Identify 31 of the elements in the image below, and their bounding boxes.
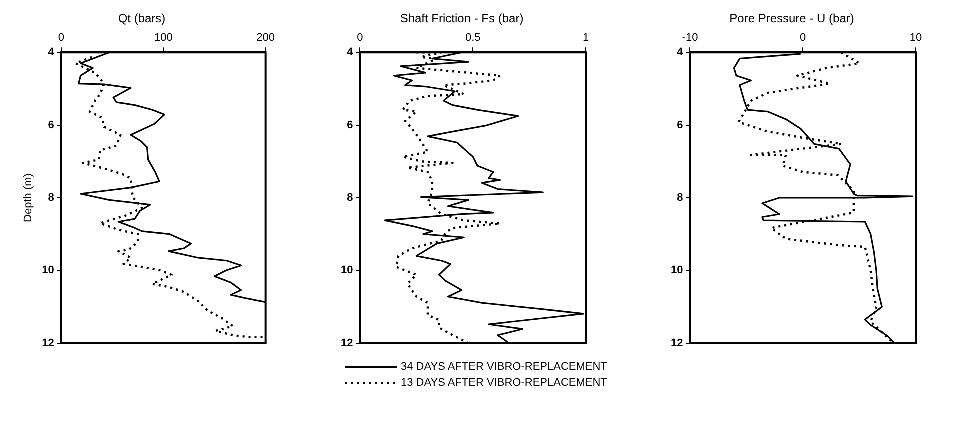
x-tick-label: 10 xyxy=(910,32,922,44)
chart-title: Shaft Friction - Fs (bar) xyxy=(400,12,524,26)
x-tick-label: 0.5 xyxy=(465,32,481,44)
x-tick-label: 0 xyxy=(800,32,806,44)
legend-label: 34 DAYS AFTER VIBRO-REPLACEMENT xyxy=(401,361,608,373)
y-tick-label: 10 xyxy=(670,264,684,277)
y-tick-label: 10 xyxy=(340,264,354,277)
y-tick-label: 12 xyxy=(670,337,684,350)
x-tick-label: 0 xyxy=(357,32,364,44)
chart-title: Pore Pressure - U (bar) xyxy=(730,12,854,26)
y-tick-label: 6 xyxy=(347,119,354,132)
legend-label: 13 DAYS AFTER VIBRO-REPLACEMENT xyxy=(401,377,608,389)
y-tick-label: 4 xyxy=(48,46,56,59)
x-tick-label: 200 xyxy=(256,32,276,44)
x-tick-label: -10 xyxy=(682,32,698,44)
line-series xyxy=(74,56,266,338)
y-tick-label: 8 xyxy=(48,192,54,204)
y-tick-label: 12 xyxy=(340,337,354,350)
x-tick-label: 0 xyxy=(58,32,64,44)
y-tick-label: 10 xyxy=(42,264,54,277)
y-tick-label: 4 xyxy=(677,46,684,59)
y-axis-title: Depth (m) xyxy=(22,174,35,222)
x-tick-label: 1 xyxy=(582,32,590,44)
chart-title: Qt (bars) xyxy=(118,12,166,26)
y-tick-label: 8 xyxy=(347,192,354,204)
y-tick-label: 8 xyxy=(677,192,684,204)
x-tick-label: 100 xyxy=(154,32,173,44)
y-tick-label: 6 xyxy=(48,119,54,132)
y-tick-label: 6 xyxy=(677,119,684,132)
y-tick-label: 4 xyxy=(347,46,354,59)
y-tick-label: 12 xyxy=(42,337,54,350)
